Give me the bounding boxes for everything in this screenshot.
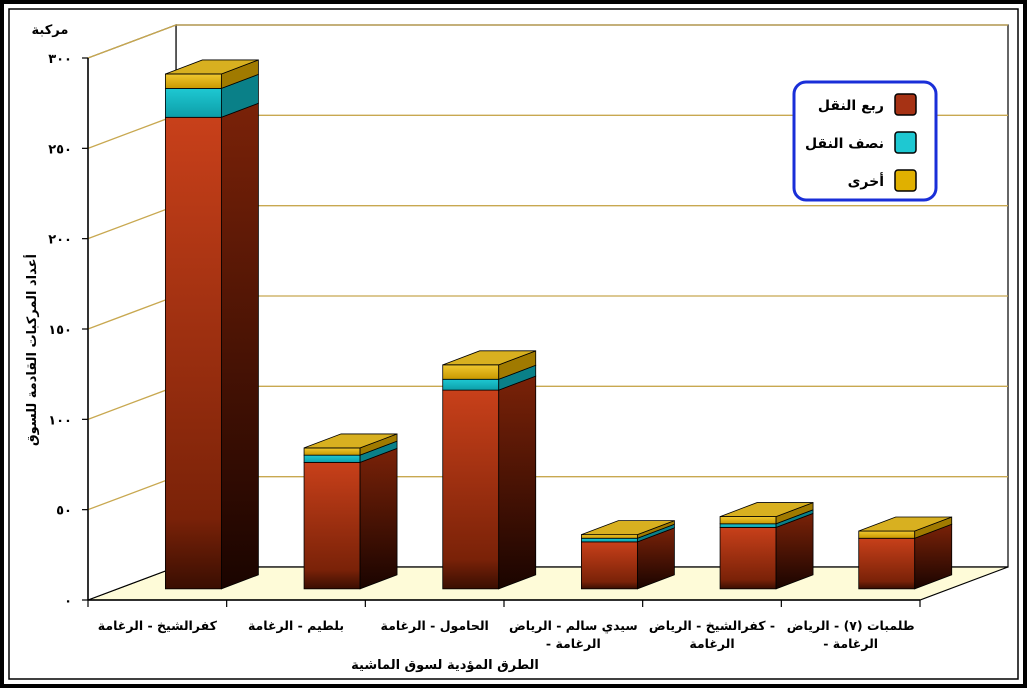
bar-segment-rub: [303, 447, 398, 590]
y-tick-label: ٣٠٠: [48, 52, 72, 67]
legend: ربع النقل نصف النقل أخرى: [792, 80, 938, 202]
bar-segment-rub: [164, 102, 259, 590]
bar-side: [359, 447, 398, 590]
bar-segment-rub: [580, 527, 675, 590]
y-tick-label: ١٥٠: [48, 323, 72, 338]
legend-swatch: [894, 93, 917, 116]
bar-segment-akhra: [164, 59, 259, 89]
axes: ٠ ٥٠ ١٠٠ ١٥٠ ٢٠٠ ٢٥٠ ٣٠٠ كفرالشيخ - الرغامة بلطي…: [48, 52, 921, 651]
bar-top: [858, 516, 952, 532]
x-category-label: الحامول - الرغامة: [381, 618, 489, 633]
x-category-label: كفرالشيخ - الرياض -: [649, 618, 775, 633]
bar-front: [303, 461, 361, 590]
legend-label: أخرى: [848, 172, 884, 190]
bar-side: [498, 375, 537, 590]
bar-front: [164, 73, 222, 89]
bar-front: [858, 530, 916, 539]
bar-front: [719, 527, 777, 590]
bar-top: [165, 59, 259, 75]
bar-front: [164, 116, 222, 590]
inner-frame: [8, 8, 1019, 680]
x-category-label: كفرالشيخ - الرغامة: [98, 618, 218, 633]
y-tick-label: ٢٥٠: [48, 142, 72, 157]
bar-front: [303, 454, 361, 463]
legend-label: نصف النقل: [805, 136, 884, 152]
bar-top: [719, 502, 814, 517]
bar-front: [719, 516, 777, 525]
x-category-label: سيدي سالم - الرياض: [509, 618, 638, 633]
bar-segment-akhra: [442, 350, 537, 380]
x-category-label: - الرغامة: [823, 636, 878, 651]
y-unit-label: مركبة: [32, 23, 69, 38]
x-category-label: الرغامة: [689, 636, 734, 651]
bar-segment-rub: [858, 523, 953, 590]
bar-front: [442, 378, 500, 391]
legend-swatch: [894, 169, 917, 192]
bar-front: [164, 88, 222, 118]
bar-front: [580, 534, 638, 539]
bar-segment-akhra: [719, 502, 814, 525]
bar-segment-akhra: [580, 520, 675, 539]
y-tick-label: ٥٠: [56, 504, 72, 519]
y-axis-title: أعداد المركبات القادمة للسوق: [23, 254, 40, 446]
bar-top: [303, 433, 398, 449]
y-tick-label: ٠: [64, 594, 72, 609]
bar-front: [580, 541, 638, 590]
bar-top: [442, 350, 536, 366]
bar-front: [303, 447, 361, 456]
bar-top: [581, 520, 675, 536]
bars: [164, 59, 953, 590]
bar-segment-rub: [719, 512, 814, 590]
bar-segment-akhra: [303, 433, 398, 456]
bar-front: [442, 364, 500, 380]
bar-front: [580, 537, 638, 543]
bar-front: [719, 523, 777, 528]
legend-item-nisf: نصف النقل: [805, 131, 917, 154]
legend-label: ربع النقل: [818, 98, 884, 114]
legend-item-rub: ربع النقل: [818, 93, 917, 116]
y-tick-label: ١٠٠: [48, 413, 72, 428]
bar-side: [220, 102, 259, 590]
x-category-label: طلمبات (٧) - الرياض: [787, 618, 915, 633]
bar-front: [442, 389, 500, 590]
y-tick-label: ٢٠٠: [48, 233, 72, 248]
x-axis-title: الطرق المؤدية لسوق الماشية: [351, 658, 539, 673]
gridline: [87, 24, 1008, 59]
bar-front: [858, 537, 916, 590]
bar-segment-akhra: [858, 516, 953, 539]
x-category-label: - الرغامة: [546, 636, 601, 651]
x-category-label: بلطيم - الرغامة: [248, 618, 344, 633]
legend-swatch: [894, 131, 917, 154]
legend-item-akhra: أخرى: [848, 169, 917, 192]
bar-segment-rub: [442, 375, 537, 590]
